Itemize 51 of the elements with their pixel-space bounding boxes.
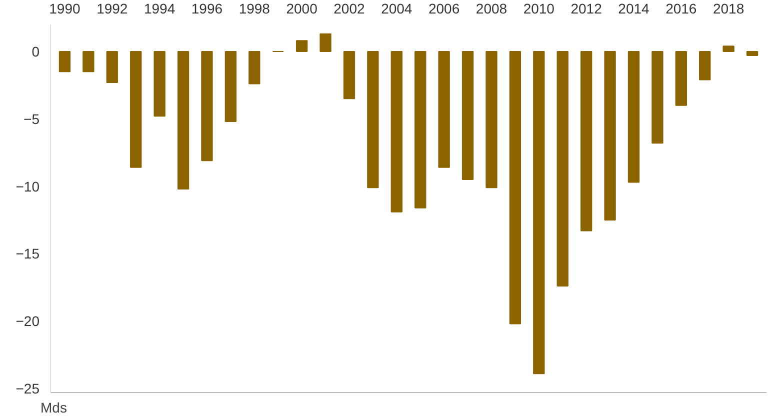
bar <box>486 50 498 188</box>
bar <box>367 50 379 188</box>
x-tick-label: 2014 <box>618 0 650 16</box>
y-tick-label: −25 <box>16 380 40 396</box>
text: Mds <box>40 400 67 416</box>
x-tick-label: 2002 <box>334 0 366 16</box>
bar <box>82 50 94 72</box>
x-tick-label: 1998 <box>238 0 270 16</box>
bar <box>746 50 758 56</box>
x-tick-label: 2010 <box>523 0 555 16</box>
x-tick-label: 2018 <box>712 0 744 16</box>
x-tick-label: 1992 <box>96 0 128 16</box>
x-tick-label: 1994 <box>144 0 176 16</box>
bar <box>509 50 522 324</box>
bar <box>201 50 213 162</box>
x-tick-label: 1996 <box>191 0 223 16</box>
bar <box>652 50 664 144</box>
bar <box>320 33 332 52</box>
y-tick-label: −5 <box>24 110 40 127</box>
bar <box>533 50 545 374</box>
x-tick-label: 2008 <box>476 0 508 16</box>
bar <box>604 50 616 220</box>
bar <box>154 50 166 117</box>
x-tick-label: 2004 <box>381 0 412 16</box>
bar <box>580 50 592 232</box>
bar <box>675 50 687 106</box>
x-tick-label: 1990 <box>49 0 81 16</box>
y-tick-label: −20 <box>16 313 40 330</box>
bar <box>699 50 711 80</box>
bar <box>177 50 190 190</box>
bar <box>390 50 402 212</box>
bar <box>628 50 640 183</box>
bar <box>343 50 356 100</box>
bar <box>58 50 71 72</box>
x-tick-label: 2006 <box>428 0 460 16</box>
bar <box>106 50 118 83</box>
x-tick-label: 2012 <box>570 0 602 16</box>
bar <box>224 50 237 122</box>
bar <box>438 50 450 168</box>
x-tick-label: 2016 <box>666 0 697 16</box>
y-tick-label: 0 <box>32 43 40 60</box>
bar <box>414 50 426 208</box>
bar <box>248 50 260 84</box>
bar <box>130 50 142 168</box>
bar <box>296 40 308 52</box>
bar <box>462 50 474 180</box>
y-tick-label: −15 <box>16 246 40 262</box>
bar <box>556 50 568 287</box>
bar <box>722 46 734 52</box>
x-tick-label: 2000 <box>286 0 318 16</box>
y-tick-label: −10 <box>16 178 40 194</box>
